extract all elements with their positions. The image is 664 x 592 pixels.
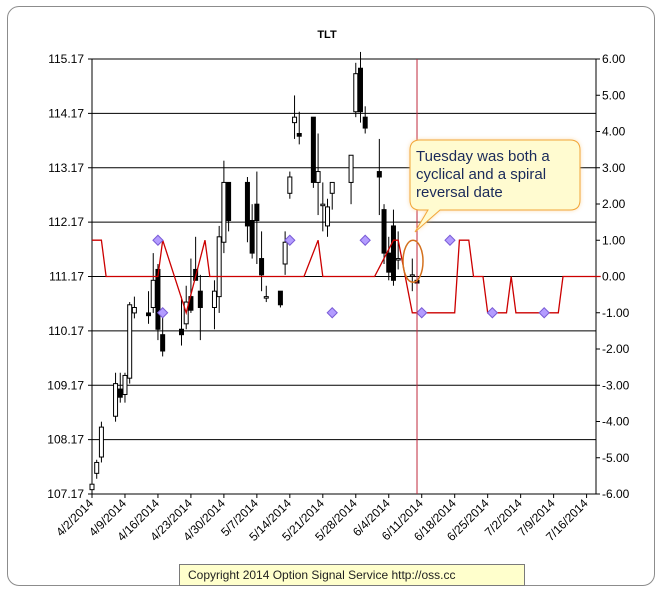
left-axis: 115.17 114.17 113.17 112.17 111.17 110.17 109.…: [47, 52, 92, 501]
candle-body: [310, 116, 316, 183]
right-tick-label: -2.00: [602, 342, 630, 356]
candle-body: [89, 483, 95, 491]
cycle-marker: [486, 307, 499, 319]
candle-body: [254, 203, 260, 221]
left-tick-label: 108.17: [47, 433, 84, 447]
candle-body: [127, 304, 133, 379]
cycle-marker: [416, 307, 428, 319]
copyright-footer: Copyright 2014 Option Signal Service htt…: [179, 564, 525, 586]
candle-body: [122, 374, 128, 395]
cycle-marker: [444, 234, 456, 246]
candle-body: [277, 290, 283, 306]
chart-title: TLT: [317, 29, 337, 41]
candle-body: [244, 181, 250, 227]
right-tick-label: -6.00: [602, 487, 630, 501]
left-tick-label: 111.17: [49, 270, 84, 284]
right-tick-label: 2.00: [602, 197, 626, 211]
candle-body: [160, 334, 166, 352]
reversal-highlight-ellipse: [402, 239, 424, 284]
candle-body: [117, 388, 123, 398]
candle-body: [292, 116, 298, 124]
candles: [89, 51, 420, 494]
candle-body: [150, 279, 156, 308]
right-tick-label: 4.00: [602, 125, 626, 139]
cycle-marker: [284, 234, 296, 246]
cycle-marker: [152, 234, 164, 246]
right-tick-label: 1.00: [602, 233, 626, 247]
annotation-overlay: [402, 59, 581, 494]
left-tick-label: 115.17: [48, 52, 84, 66]
candle-body: [353, 73, 359, 113]
candle-body: [178, 328, 184, 336]
right-tick-label: 0.00: [602, 270, 626, 284]
candle-body: [409, 274, 415, 277]
left-tick-label: 113.17: [48, 161, 84, 175]
callout-bubble: [409, 139, 581, 233]
candle-body: [282, 241, 288, 265]
candle-body: [320, 203, 326, 207]
candle-body: [94, 461, 100, 474]
candle-body: [376, 171, 382, 178]
candle-body: [259, 258, 265, 276]
callout-annotation: Tuesday was both a cyclical and a spiral…: [416, 148, 550, 201]
chart-frame: [7, 6, 655, 586]
candle-body: [362, 116, 368, 129]
candle-body: [296, 132, 302, 137]
candle-body: [381, 209, 387, 254]
left-tick-label: 109.17: [47, 378, 84, 392]
candle-body: [216, 236, 222, 298]
candle-body: [348, 154, 354, 183]
right-tick-label: -3.00: [602, 378, 630, 392]
cycle-marker: [359, 234, 371, 246]
candle-body: [146, 312, 152, 317]
cycle-marker: [538, 307, 550, 319]
candle-body: [113, 383, 119, 417]
candle-body: [390, 225, 396, 281]
candle-body: [249, 219, 255, 254]
x-axis: 4/2/20144/9/20144/16/20144/23/20144/30/2…: [53, 494, 591, 544]
candle-body: [263, 296, 269, 299]
spiral-series: [92, 239, 601, 316]
candle-body: [287, 176, 293, 194]
right-tick-label: -1.00: [602, 306, 630, 320]
candle-body: [395, 258, 401, 261]
left-tick-label: 107.17: [47, 487, 84, 501]
candle-body: [98, 426, 104, 458]
candle-body: [226, 181, 232, 221]
cycle-markers: [152, 234, 550, 319]
cycle-marker: [326, 307, 338, 319]
candle-body: [325, 206, 331, 227]
right-tick-label: 3.00: [602, 161, 626, 175]
right-axis: 6.00 5.00 4.00 3.00 2.00 1.00 0.00 -1.00 -2.00 -3…: [596, 52, 630, 501]
candle-body: [197, 290, 203, 308]
candle-body: [131, 306, 137, 314]
candle-body: [211, 290, 217, 308]
right-tick-label: -5.00: [602, 451, 630, 465]
left-tick-label: 114.17: [48, 106, 84, 120]
cycle-marker: [156, 307, 169, 319]
candle-body: [221, 181, 227, 243]
right-tick-label: 5.00: [602, 88, 626, 102]
candle-body: [386, 252, 392, 273]
candle-body: [315, 171, 321, 183]
candle-body: [329, 181, 335, 194]
left-tick-label: 112.17: [48, 215, 84, 229]
right-tick-label: -4.00: [602, 415, 630, 429]
candle-body: [357, 67, 363, 113]
left-tick-label: 110.17: [48, 324, 84, 338]
spiral-line: [92, 239, 601, 316]
candle-body: [155, 268, 161, 330]
right-tick-label: 6.00: [602, 52, 626, 66]
